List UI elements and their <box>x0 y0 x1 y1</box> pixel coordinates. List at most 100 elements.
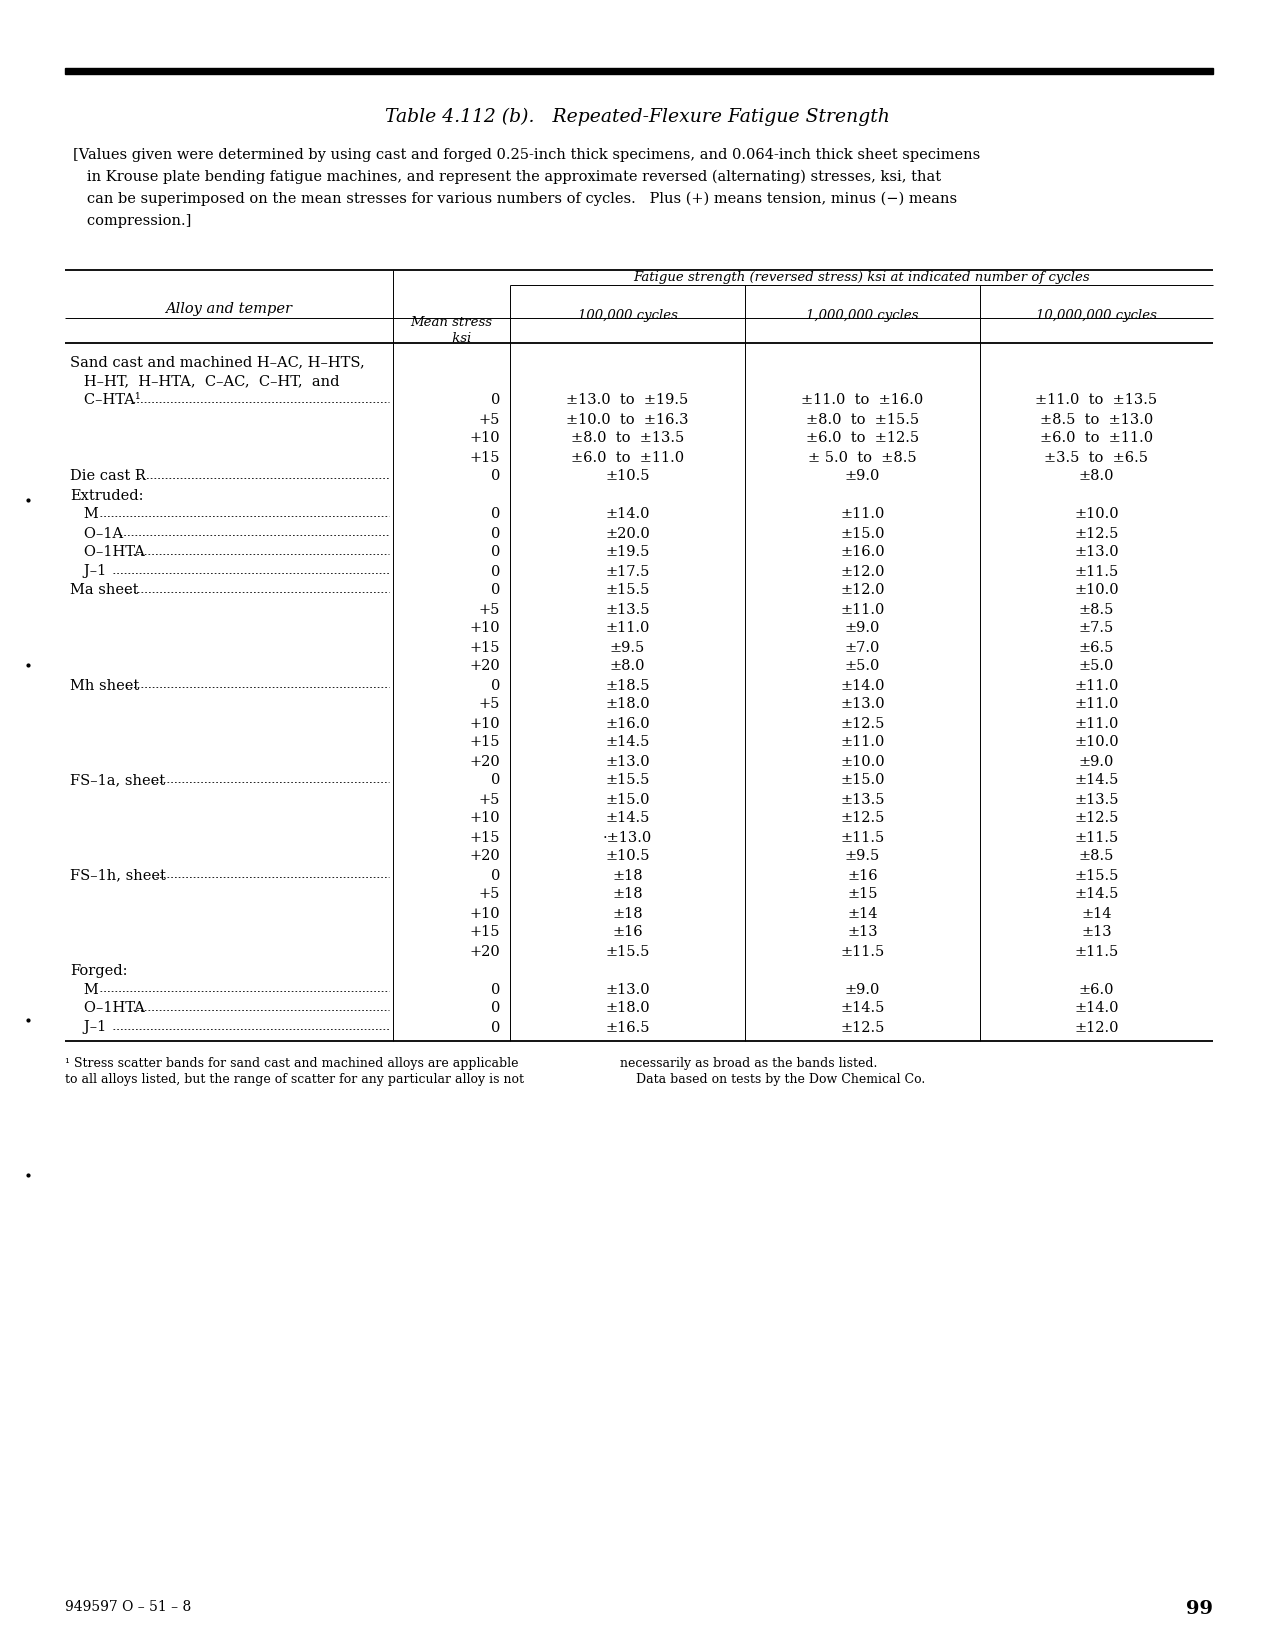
Text: ±10.0: ±10.0 <box>1074 736 1119 749</box>
Text: ±14: ±14 <box>1081 906 1112 921</box>
Text: 0: 0 <box>491 526 500 541</box>
Text: ±18.0: ±18.0 <box>606 1002 650 1015</box>
Text: Fatigue strength (reversed stress) ksi at indicated number of cycles: Fatigue strength (reversed stress) ksi a… <box>634 271 1090 284</box>
Text: ±12.5: ±12.5 <box>1075 526 1118 541</box>
Text: ±13.5: ±13.5 <box>840 792 885 807</box>
Text: ±12.0: ±12.0 <box>1075 1020 1118 1035</box>
Text: ±15.5: ±15.5 <box>606 774 650 787</box>
Text: Forged:: Forged: <box>70 964 128 977</box>
Text: ±11.0: ±11.0 <box>840 602 885 617</box>
Text: Mh sheet: Mh sheet <box>70 678 139 693</box>
Text: Mean stress
     ksi: Mean stress ksi <box>411 315 492 345</box>
Text: +5: +5 <box>478 698 500 711</box>
Text: 0: 0 <box>491 470 500 483</box>
Text: +10: +10 <box>469 716 500 731</box>
Text: ±14.5: ±14.5 <box>606 736 650 749</box>
Text: ±18: ±18 <box>612 868 643 883</box>
Text: ±10.0: ±10.0 <box>840 754 885 769</box>
Text: +15: +15 <box>469 640 500 655</box>
Text: ±6.0: ±6.0 <box>1079 982 1114 997</box>
Text: 0: 0 <box>491 546 500 559</box>
Text: ±8.5: ±8.5 <box>1079 850 1114 863</box>
Text: ±8.5: ±8.5 <box>1079 602 1114 617</box>
Text: +20: +20 <box>469 754 500 769</box>
Text: ±12.5: ±12.5 <box>840 1020 885 1035</box>
Text: ±10.0: ±10.0 <box>1074 584 1119 597</box>
Text: ±12.5: ±12.5 <box>840 716 885 731</box>
Text: can be superimposed on the mean stresses for various numbers of cycles.   Plus (: can be superimposed on the mean stresses… <box>73 191 958 206</box>
Bar <box>65 68 1213 74</box>
Text: ±14.5: ±14.5 <box>840 1002 885 1015</box>
Text: ±16.0: ±16.0 <box>840 546 885 559</box>
Text: +20: +20 <box>469 850 500 863</box>
Text: ±12.0: ±12.0 <box>840 564 885 579</box>
Text: Extruded:: Extruded: <box>70 488 144 503</box>
Text: +5: +5 <box>478 792 500 807</box>
Text: +20: +20 <box>469 944 500 959</box>
Text: ±8.0  to  ±13.5: ±8.0 to ±13.5 <box>571 432 685 446</box>
Text: ±11.5: ±11.5 <box>1075 564 1118 579</box>
Text: 0: 0 <box>491 868 500 883</box>
Text: 1,000,000 cycles: 1,000,000 cycles <box>806 310 919 322</box>
Text: M: M <box>70 508 98 521</box>
Text: ±14.5: ±14.5 <box>1075 888 1118 901</box>
Text: +15: +15 <box>469 450 500 465</box>
Text: 0: 0 <box>491 774 500 787</box>
Text: ±11.0: ±11.0 <box>1075 716 1118 731</box>
Text: ±13: ±13 <box>847 926 877 939</box>
Text: ±8.0: ±8.0 <box>609 660 645 673</box>
Text: ±15.0: ±15.0 <box>840 774 885 787</box>
Text: ±15: ±15 <box>848 888 877 901</box>
Text: ±5.0: ±5.0 <box>1079 660 1114 673</box>
Text: 100,000 cycles: 100,000 cycles <box>578 310 677 322</box>
Text: ±16: ±16 <box>612 926 643 939</box>
Text: 10,000,000 cycles: 10,000,000 cycles <box>1037 310 1156 322</box>
Text: +5: +5 <box>478 888 500 901</box>
Text: Table 4.112 (b).   Repeated-Flexure Fatigue Strength: Table 4.112 (b). Repeated-Flexure Fatigu… <box>385 107 890 127</box>
Text: ±10.5: ±10.5 <box>606 850 650 863</box>
Text: ±12.5: ±12.5 <box>1075 812 1118 825</box>
Text: H–HT,  H–HTA,  C–AC,  C–HT,  and: H–HT, H–HTA, C–AC, C–HT, and <box>70 375 339 388</box>
Text: 949597 O – 51 – 8: 949597 O – 51 – 8 <box>65 1600 191 1614</box>
Text: ±18: ±18 <box>612 888 643 901</box>
Text: necessarily as broad as the bands listed.: necessarily as broad as the bands listed… <box>620 1058 877 1069</box>
Text: ±13.0  to  ±19.5: ±13.0 to ±19.5 <box>566 393 688 408</box>
Text: ±9.0: ±9.0 <box>845 622 880 635</box>
Text: M: M <box>70 982 98 997</box>
Text: ±13.0: ±13.0 <box>1074 546 1119 559</box>
Text: 0: 0 <box>491 584 500 597</box>
Text: +5: +5 <box>478 412 500 426</box>
Text: ±14.5: ±14.5 <box>1075 774 1118 787</box>
Text: ±6.5: ±6.5 <box>1079 640 1114 655</box>
Text: ±9.5: ±9.5 <box>609 640 645 655</box>
Text: ±13.0: ±13.0 <box>606 982 650 997</box>
Text: O–1A: O–1A <box>70 526 124 541</box>
Text: ±16.0: ±16.0 <box>606 716 650 731</box>
Text: ±6.0  to  ±12.5: ±6.0 to ±12.5 <box>806 432 919 446</box>
Text: ±7.0: ±7.0 <box>845 640 880 655</box>
Text: ±13.0: ±13.0 <box>840 698 885 711</box>
Text: ±20.0: ±20.0 <box>606 526 650 541</box>
Text: ±19.5: ±19.5 <box>606 546 650 559</box>
Text: ±11.5: ±11.5 <box>840 830 885 845</box>
Text: ±18.0: ±18.0 <box>606 698 650 711</box>
Text: +15: +15 <box>469 926 500 939</box>
Text: ±18.5: ±18.5 <box>606 678 650 693</box>
Text: ±10.0: ±10.0 <box>1074 508 1119 521</box>
Text: ±11.5: ±11.5 <box>840 944 885 959</box>
Text: +5: +5 <box>478 602 500 617</box>
Text: 0: 0 <box>491 982 500 997</box>
Text: compression.]: compression.] <box>73 214 191 228</box>
Text: ±16: ±16 <box>847 868 877 883</box>
Text: ±6.0  to  ±11.0: ±6.0 to ±11.0 <box>1040 432 1153 446</box>
Text: ±10.0  to  ±16.3: ±10.0 to ±16.3 <box>566 412 688 426</box>
Text: ±11.5: ±11.5 <box>1075 830 1118 845</box>
Text: ±13.0: ±13.0 <box>606 754 650 769</box>
Text: ±15.5: ±15.5 <box>606 584 650 597</box>
Text: ±8.0: ±8.0 <box>1079 470 1114 483</box>
Text: ±11.0: ±11.0 <box>840 508 885 521</box>
Text: ±16.5: ±16.5 <box>606 1020 650 1035</box>
Text: ±7.5: ±7.5 <box>1079 622 1114 635</box>
Text: +10: +10 <box>469 812 500 825</box>
Text: ±9.5: ±9.5 <box>845 850 880 863</box>
